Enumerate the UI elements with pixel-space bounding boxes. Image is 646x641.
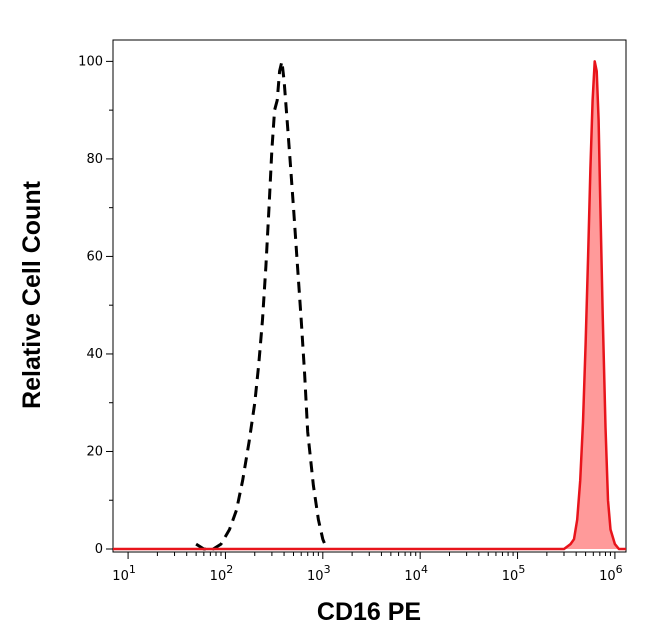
- y-tick-label: 100: [78, 54, 103, 69]
- series-area-outline: [113, 60, 626, 551]
- x-axis-title: CD16 PE: [317, 598, 421, 626]
- x-tick-label: 105: [502, 563, 526, 584]
- y-tick-label: 60: [86, 249, 103, 264]
- x-axis: 101 102 103 104 105 106: [112, 552, 623, 584]
- series-dashed-line: [195, 59, 329, 551]
- y-tick-label: 40: [86, 347, 103, 362]
- y-tick-label: 0: [95, 542, 103, 557]
- series-area-fill: [113, 61, 626, 550]
- x-tick-label: 104: [404, 563, 428, 584]
- y-tick-label: 20: [86, 444, 103, 459]
- x-tick-label: 103: [307, 563, 331, 584]
- x-tick-label: 106: [599, 563, 623, 584]
- y-axis: 0 20 40 60 80 100: [78, 54, 113, 557]
- x-tick-label: 102: [210, 563, 234, 584]
- y-tick-label: 80: [86, 152, 103, 167]
- series-layer: [113, 59, 626, 551]
- y-axis-title: Relative Cell Count: [18, 180, 46, 408]
- x-tick-label: 101: [112, 563, 136, 584]
- plot-frame: [112, 39, 627, 553]
